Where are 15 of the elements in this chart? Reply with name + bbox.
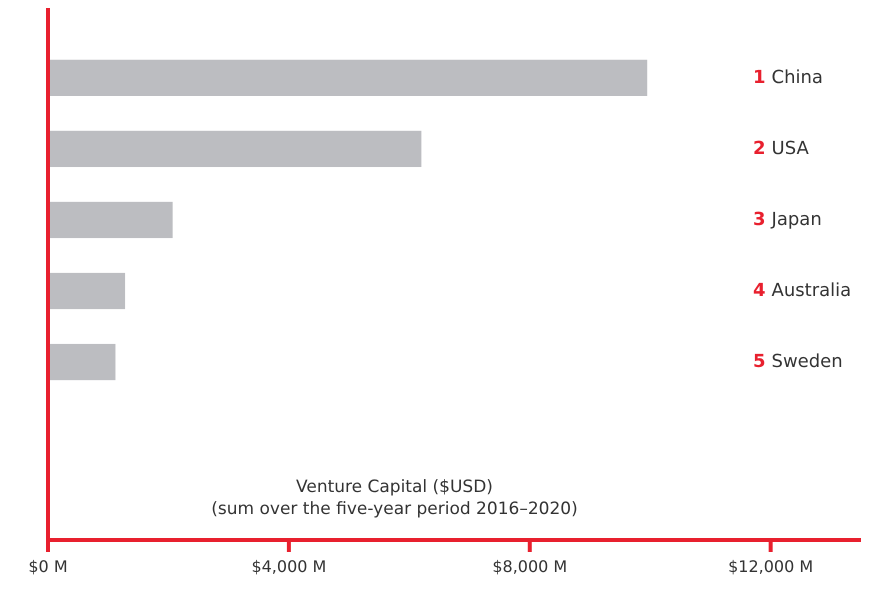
y-tick-label: 2 USA — [753, 138, 810, 159]
y-tick-label: 5 Sweden — [753, 350, 843, 372]
y-tick-label: 3 Japan — [753, 208, 822, 230]
y-tick-label: 4 Australia — [753, 280, 852, 301]
bar — [48, 130, 422, 168]
bar — [48, 344, 116, 380]
x-axis-title: Venture Capital ($USD) (sum over the five-year period 2016–2020) — [211, 477, 578, 519]
bar — [48, 60, 648, 96]
x-tick-label: $0 M — [28, 557, 68, 576]
x-tick-label: $4,000 M — [251, 557, 326, 576]
bar — [48, 272, 126, 310]
y-tick-label: 1 China — [753, 66, 823, 88]
x-tick-label: $8,000 M — [492, 557, 568, 576]
x-tick-label: $12,000 M — [728, 557, 814, 576]
bar — [48, 202, 173, 238]
